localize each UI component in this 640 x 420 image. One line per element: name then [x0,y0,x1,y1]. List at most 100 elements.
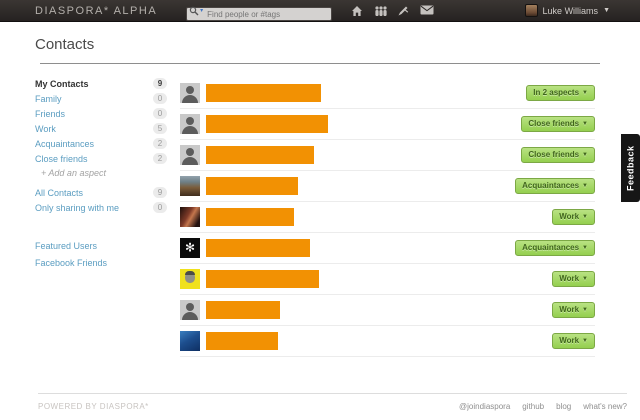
aspect-count-badge: 0 [153,202,167,213]
footer-link-whats-new[interactable]: what's new? [583,402,627,411]
aspect-dropdown-label: Work [559,274,580,283]
contact-row[interactable]: Work ▼ [180,295,595,326]
aspect-count-badge: 2 [153,153,167,164]
chevron-down-icon: ▼ [582,90,588,96]
user-name: Luke Williams [542,5,599,16]
powered-by-label: POWERED BY DIASPORA* [38,402,149,411]
featured-users-link[interactable]: Featured Users [35,241,98,251]
aspect-dropdown-label: Work [559,212,580,221]
sidebar-aspect-label[interactable]: My Contacts [35,78,89,89]
contact-row[interactable]: Work ▼ [180,326,595,357]
contact-name-redacted[interactable] [206,146,314,164]
search-input[interactable] [186,7,333,21]
contact-avatar-silhouette[interactable] [180,114,200,134]
aspect-dropdown-button[interactable]: Acquaintances ▼ [515,240,595,256]
contact-name-redacted[interactable] [206,208,294,226]
contact-avatar-photo-underwater[interactable] [180,331,200,351]
aspect-dropdown-label: Close friends [528,119,580,128]
search-box: ▾ [186,4,333,21]
sidebar-aspect-label[interactable]: Acquaintances [35,138,95,149]
aspect-dropdown-label: In 2 aspects [533,88,580,97]
header-nav-icons [351,5,434,17]
footer-link-joindiaspora[interactable]: @joindiaspora [459,402,511,411]
chevron-down-icon: ▼ [582,183,588,189]
aspect-dropdown-button[interactable]: Close friends ▼ [521,116,595,132]
sidebar-aspect-item: My Contacts 9 [35,76,167,91]
contacts-people-icon[interactable] [374,5,387,17]
aspect-count-badge: 2 [153,138,167,149]
contact-avatar-silhouette[interactable] [180,300,200,320]
sidebar-aspect-item: + Add an aspect [35,166,167,180]
sidebar-aspect-item: Friends 0 [35,106,167,121]
aspect-dropdown-button[interactable]: In 2 aspects ▼ [526,85,595,101]
aspect-count-badge: 9 [153,78,167,89]
aspect-dropdown-button[interactable]: Acquaintances ▼ [515,178,595,194]
sidebar-aspect-label[interactable]: All Contacts [35,187,84,198]
chevron-down-icon: ▼ [582,121,588,127]
aspect-count-badge: 9 [153,187,167,198]
chevron-down-icon: ▼ [582,245,588,251]
contact-avatar-photo-desk[interactable] [180,176,200,196]
contact-avatar-silhouette[interactable] [180,83,200,103]
contact-name-redacted[interactable] [206,115,328,133]
top-navigation-bar: DIASPORA* ALPHA ▾ Luke Willia [0,0,640,22]
footer-link-blog[interactable]: blog [556,402,572,411]
contact-name-redacted[interactable] [206,270,319,288]
sidebar-extra-links: Featured Users Facebook Friends [35,241,167,268]
sidebar-aspect-label[interactable]: Work [35,123,56,134]
contact-name-redacted[interactable] [206,177,298,195]
contact-row[interactable]: Close friends ▼ [180,140,595,171]
aspect-dropdown-label: Acquaintances [522,181,580,190]
sidebar-aspect-item: Close friends 2 [35,151,167,166]
contact-row[interactable]: Acquaintances ▼ [180,233,595,264]
aspect-dropdown-button[interactable]: Work ▼ [552,209,595,225]
mail-icon[interactable] [420,5,434,17]
sidebar-aspect-label[interactable]: Close friends [35,153,88,164]
aspect-dropdown-button[interactable]: Work ▼ [552,271,595,287]
user-menu[interactable]: Luke Williams ▼ [524,4,610,17]
compose-pen-icon[interactable] [397,5,409,17]
contact-list: In 2 aspects ▼ Close friends ▼ Close fri… [180,78,595,357]
contact-name-redacted[interactable] [206,84,321,102]
sidebar-aspect-item: Work 5 [35,121,167,136]
aspect-dropdown-label: Close friends [528,150,580,159]
contact-row[interactable]: Work ▼ [180,202,595,233]
facebook-friends-link[interactable]: Facebook Friends [35,258,108,268]
sidebar-aspect-label[interactable]: + Add an aspect [41,168,106,178]
chevron-down-icon: ▼ [582,214,588,220]
aspect-count-badge: 0 [153,108,167,119]
sidebar-aspect-item: Family 0 [35,91,167,106]
home-icon[interactable] [351,5,363,17]
footer-divider [38,393,627,394]
sidebar-aspect-item: Only sharing with me 0 [35,200,167,215]
aspect-dropdown-button[interactable]: Close friends ▼ [521,147,595,163]
footer-links: @joindiaspora github blog what's new? [459,402,627,411]
contact-row[interactable]: In 2 aspects ▼ [180,78,595,109]
diaspora-logo[interactable]: DIASPORA* ALPHA [35,4,158,17]
user-avatar [524,4,538,17]
contact-name-redacted[interactable] [206,239,310,257]
aspect-count-badge: 5 [153,123,167,134]
contact-name-redacted[interactable] [206,301,280,319]
contact-row[interactable]: Close friends ▼ [180,109,595,140]
contact-name-redacted[interactable] [206,332,278,350]
feedback-tab[interactable]: Feedback [621,134,640,202]
aspect-count-badge: 0 [153,93,167,104]
contact-row[interactable]: Acquaintances ▼ [180,171,595,202]
contact-avatar-logo-star[interactable] [180,238,200,258]
chevron-down-icon: ▼ [582,307,588,313]
contact-row[interactable]: Work ▼ [180,264,595,295]
footer: POWERED BY DIASPORA* @joindiaspora githu… [38,402,627,411]
aspect-dropdown-button[interactable]: Work ▼ [552,333,595,349]
search-scope-caret-icon: ▾ [200,8,204,14]
aspect-dropdown-button[interactable]: Work ▼ [552,302,595,318]
contact-avatar-photo-portrait[interactable] [180,207,200,227]
sidebar-aspect-label[interactable]: Only sharing with me [35,202,120,213]
contact-avatar-silhouette[interactable] [180,145,200,165]
sidebar-aspect-label[interactable]: Family [35,93,62,104]
footer-link-github[interactable]: github [522,402,545,411]
aspects-list: My Contacts 9 Family 0 Friends 0 Work 5 … [35,76,167,215]
contact-avatar-photo-face[interactable] [180,269,200,289]
sidebar-aspect-label[interactable]: Friends [35,108,66,119]
